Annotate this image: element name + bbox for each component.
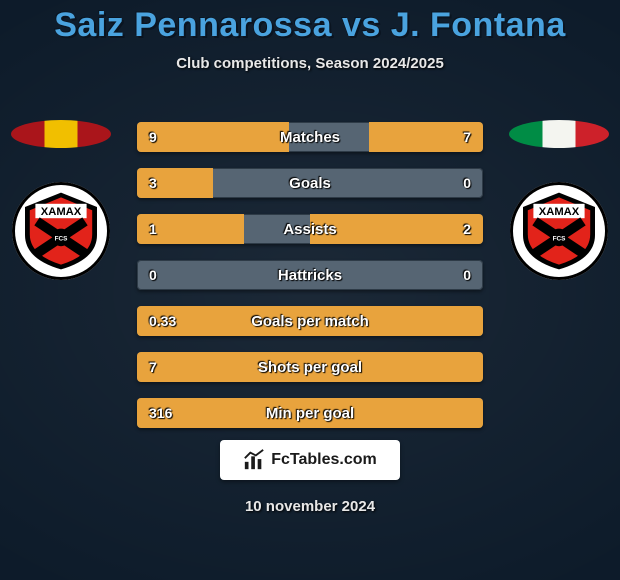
stat-row: 7Shots per goal	[137, 352, 483, 382]
stat-value-p1: 316	[137, 398, 184, 428]
stat-value-p2	[459, 398, 483, 428]
stat-row: 12Assists	[137, 214, 483, 244]
stat-row: 30Goals	[137, 168, 483, 198]
stat-row: 316Min per goal	[137, 398, 483, 428]
stat-value-p2: 2	[451, 214, 483, 244]
stat-value-p2: 0	[451, 260, 483, 290]
player1-club-crest-icon: XAMAX FCS	[12, 182, 110, 280]
generated-date: 10 november 2024	[0, 498, 620, 515]
chart-icon	[243, 449, 265, 471]
stat-value-p2	[459, 306, 483, 336]
stat-value-p1: 0	[137, 260, 169, 290]
stat-row: 97Matches	[137, 122, 483, 152]
fctables-logo: FcTables.com	[220, 440, 400, 480]
svg-text:FCS: FCS	[55, 236, 69, 243]
stat-label: Hattricks	[137, 260, 483, 290]
comparison-title: Saiz Pennarossa vs J. Fontana	[0, 0, 620, 45]
stat-value-p1: 1	[137, 214, 169, 244]
player2-column: XAMAX FCS	[504, 120, 614, 280]
footer-brand-text: FcTables.com	[271, 451, 377, 469]
stat-value-p2	[459, 352, 483, 382]
stat-row: 0.33Goals per match	[137, 306, 483, 336]
subtitle: Club competitions, Season 2024/2025	[0, 55, 620, 72]
player1-column: XAMAX FCS	[6, 120, 116, 280]
svg-text:XAMAX: XAMAX	[41, 206, 82, 218]
player1-flag-icon	[11, 120, 111, 148]
stat-fill-p1	[137, 306, 483, 336]
svg-text:XAMAX: XAMAX	[539, 206, 580, 218]
stat-fill-p1	[137, 352, 483, 382]
stat-row: 0 0Hattricks	[137, 260, 483, 290]
player2-flag-icon	[509, 120, 609, 148]
player1-name: Saiz Pennarossa	[54, 6, 332, 44]
stat-value-p1: 7	[137, 352, 169, 382]
player2-club-crest-icon: XAMAX FCS	[510, 182, 608, 280]
stat-fill-p1	[137, 398, 483, 428]
stat-value-p1: 3	[137, 168, 169, 198]
stat-value-p1: 0.33	[137, 306, 188, 336]
title-vs: vs	[342, 6, 381, 44]
svg-text:FCS: FCS	[553, 236, 567, 243]
stat-value-p2: 7	[451, 122, 483, 152]
stat-value-p2: 0	[451, 168, 483, 198]
stat-value-p1: 9	[137, 122, 169, 152]
stats-container: 97Matches30Goals12Assists00Hattricks0.33…	[137, 122, 483, 444]
player2-name: J. Fontana	[391, 6, 566, 44]
